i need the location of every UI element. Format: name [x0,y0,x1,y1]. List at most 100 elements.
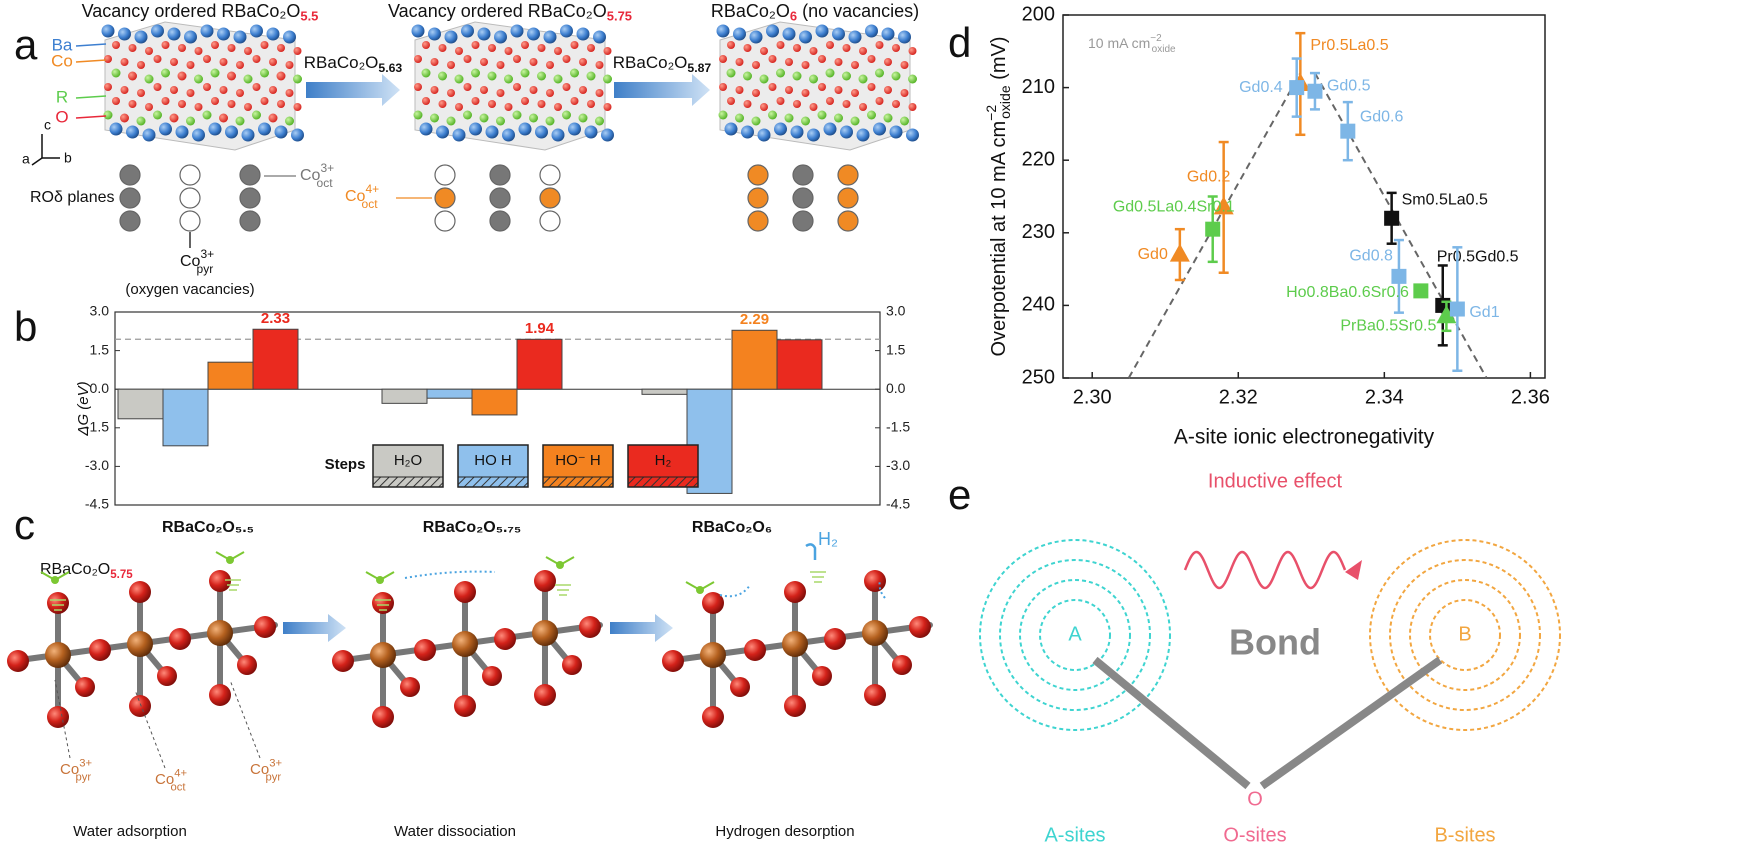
atom [741,125,754,139]
atom [892,100,900,108]
ion-base: Co [345,188,366,205]
atom [570,41,579,49]
bar [381,388,428,404]
water-oxygen [226,556,234,564]
y2-tick-label: 3.0 [886,303,906,319]
ion-site: pyr [76,771,92,783]
bar [731,329,778,390]
atom [45,642,71,668]
atom [864,570,886,592]
orbit-b [1409,579,1521,691]
plane-site [239,187,261,209]
point-label: Gd0.5 [1327,77,1371,94]
atom [194,47,203,55]
value-label: 1.94 [525,320,555,337]
atom [900,61,909,69]
atom [268,113,278,123]
atom [862,620,888,646]
panel-e: Inductive effect A B O Bond A-sites O-sites B-s… [979,470,1561,846]
atom [260,68,269,78]
atom [430,113,439,123]
effect-title: Inductive effect [1208,470,1343,492]
atom [211,97,219,105]
value-label: 2.33 [261,310,290,327]
ion-pointer [54,679,71,759]
atom [177,71,187,81]
structure-title: RBaCo₂O6 (no vacancies) [711,1,919,24]
planes-label: ROδ planes [30,189,115,206]
point-marker [1391,268,1407,284]
point-marker [1384,210,1400,226]
atom [840,125,853,139]
x-tick-label: 2.32 [1219,386,1258,408]
ion-site: oct [317,176,334,190]
atom [244,47,252,55]
atom [743,100,752,108]
atom [537,71,546,81]
atom [562,655,582,675]
water-oxygen [696,586,704,594]
atom-pointer [75,43,107,47]
ion-site: pyr [266,771,282,783]
wave-arrowhead [1345,560,1362,580]
atom [235,116,245,126]
atom [430,86,439,94]
plane-site [837,210,859,232]
atom [372,592,394,614]
atom [227,44,236,52]
atom [236,89,244,97]
panel-letter: b [14,303,37,350]
atom [546,89,554,97]
bar [471,388,518,416]
atom [471,97,480,105]
ion-base: Co [300,167,321,184]
formula-text: Vacancy ordered RBaCo₂O [388,1,607,21]
atom [792,71,802,81]
atom [75,677,95,697]
atom [285,89,294,97]
atom [510,24,524,38]
atom [768,83,777,91]
atom [269,58,277,66]
atom [438,44,447,52]
atom [587,44,595,52]
y-tick-label: 3.0 [90,303,110,319]
y-tick-label: 210 [1022,76,1055,98]
plane-site [747,187,769,209]
axis-title-text: Overpotential at 10 mA cm [988,121,1010,357]
atom [436,125,449,139]
ion-label: Co4+ oct [345,182,379,211]
ion-base: Co [180,253,201,270]
plane-site [434,187,456,209]
atom [430,58,439,66]
atom [842,100,851,108]
atom [850,116,860,126]
plane-site [792,187,814,209]
atom [898,30,911,44]
atom [422,41,430,49]
atom [252,83,261,91]
plane-site [179,187,201,209]
plane-site [434,164,456,186]
step-label: Hydrogen desorption [715,823,854,840]
atom [447,61,455,69]
atom-pointer [75,59,107,63]
atom [760,47,768,55]
atom [477,27,491,41]
site-label: B-sites [1434,824,1495,846]
ion-label: Co3+ pyr [60,757,92,783]
atom [446,116,456,126]
atom [209,684,231,706]
atom [233,30,247,44]
atom [502,128,515,142]
hbond-lines [375,599,391,611]
atom [757,128,771,142]
atom [784,113,794,123]
atom [167,27,181,41]
axis-label: c [44,117,51,133]
plane-site [179,164,201,186]
atom [884,86,892,94]
atom [766,24,779,38]
atom [537,44,546,52]
atom [225,125,238,139]
